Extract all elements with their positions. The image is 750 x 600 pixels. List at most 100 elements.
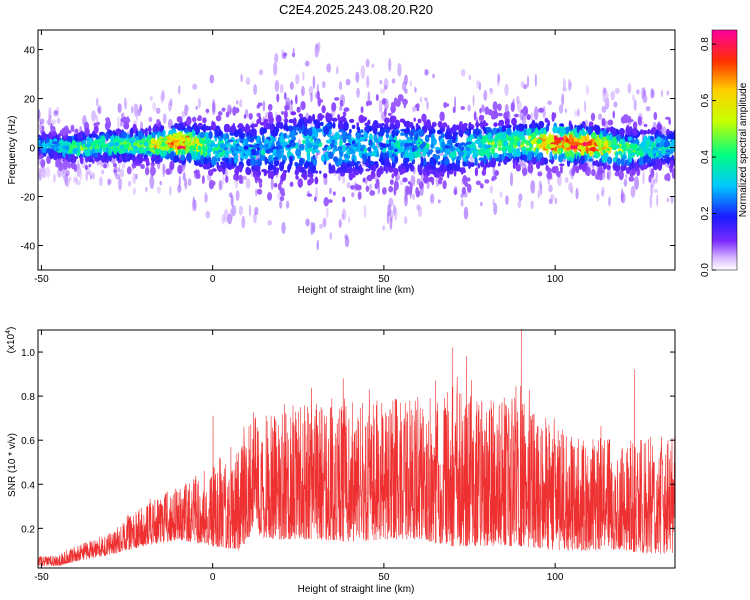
heatmap-cell: [317, 42, 321, 52]
heatmap-cell: [162, 113, 167, 124]
heatmap-cell: [658, 131, 662, 135]
heatmap-cell: [635, 149, 642, 153]
heatmap-cell: [526, 128, 532, 135]
heatmap-cell: [553, 112, 557, 119]
heatmap-cell: [639, 130, 643, 135]
heatmap-cell: [235, 190, 240, 201]
heatmap-cell: [470, 147, 476, 151]
heatmap-cell: [628, 176, 635, 182]
heatmap-cell: [411, 147, 416, 152]
heatmap-cell: [391, 173, 395, 179]
heatmap-cell: [217, 167, 224, 172]
heatmap-cell: [173, 155, 180, 163]
heatmap-cell: [429, 193, 435, 204]
heatmap-cell: [192, 83, 198, 90]
heatmap-cell: [489, 88, 494, 96]
heatmap-cell: [481, 169, 487, 176]
heatmap-cell: [59, 140, 66, 146]
heatmap-cell: [323, 196, 330, 207]
heatmap-cell: [160, 145, 166, 151]
colorbar-tick-label: 0.6: [700, 93, 711, 107]
heatmap-cell: [51, 119, 56, 125]
heatmap-cell: [620, 116, 626, 124]
heatmap-cell: [655, 136, 662, 144]
heatmap-cell: [491, 127, 498, 135]
heatmap-cell: [254, 174, 260, 181]
heatmap-cell: [493, 202, 498, 215]
heatmap-cell: [339, 99, 344, 108]
heatmap-cell: [366, 174, 373, 182]
heatmap-cell: [123, 121, 130, 130]
heatmap-cell: [515, 124, 519, 131]
heatmap-cell: [623, 178, 628, 187]
heatmap-cell: [418, 181, 424, 190]
heatmap-cell: [248, 113, 253, 120]
heatmap-cell: [120, 117, 124, 123]
heatmap-cell: [262, 100, 266, 112]
heatmap-cell: [454, 164, 461, 172]
heatmap-cell: [464, 181, 469, 187]
heatmap-cell: [171, 148, 175, 152]
heatmap-cell: [606, 148, 610, 152]
heatmap-cell: [426, 100, 429, 110]
heatmap-cell: [384, 157, 389, 167]
heatmap-cell: [225, 175, 229, 183]
heatmap-cell: [512, 130, 519, 135]
heatmap-cell: [607, 156, 613, 165]
heatmap-cell: [549, 144, 556, 149]
heatmap-cell: [312, 164, 317, 172]
heatmap-cell: [620, 165, 627, 171]
heatmap-cell: [135, 110, 139, 122]
heatmap-cell: [245, 137, 249, 144]
heatmap-cell: [615, 151, 619, 159]
heatmap-cell: [366, 152, 372, 157]
heatmap-cell: [38, 155, 41, 160]
heatmap-cell: [417, 118, 422, 124]
heatmap-cell: [426, 119, 431, 128]
y-tick-label: 40: [24, 46, 36, 57]
heatmap-cell: [305, 218, 310, 227]
heatmap-cell: [273, 156, 279, 162]
heatmap-cell: [51, 131, 57, 137]
heatmap-cell: [197, 151, 201, 161]
heatmap-cell: [606, 135, 611, 142]
heatmap-cell: [119, 144, 124, 150]
heatmap-cell: [250, 129, 253, 136]
heatmap-cell: [212, 121, 217, 132]
heatmap-cell: [478, 157, 485, 161]
heatmap-cell: [505, 195, 509, 206]
heatmap-cell: [230, 194, 234, 207]
heatmap-cell: [332, 121, 336, 129]
heatmap-cell: [252, 169, 256, 178]
heatmap-cell: [388, 197, 394, 207]
heatmap-cell: [70, 161, 76, 170]
heatmap-cell: [434, 146, 441, 151]
heatmap-cell: [356, 87, 360, 98]
heatmap-cell: [229, 208, 234, 221]
heatmap-cell: [467, 104, 471, 112]
heatmap-cell: [201, 152, 206, 157]
heatmap-cell: [239, 99, 243, 108]
heatmap-cell: [262, 127, 268, 134]
heatmap-cell: [99, 176, 103, 187]
y-tick-label: 0: [29, 144, 35, 155]
heatmap-cell: [382, 187, 387, 195]
heatmap-cell: [356, 160, 361, 165]
heatmap-cell: [469, 133, 473, 142]
heatmap-cell: [501, 131, 507, 141]
heatmap-cell: [90, 174, 93, 180]
heatmap-cell: [615, 134, 621, 141]
heatmap-cell: [668, 149, 674, 155]
heatmap-cell: [650, 172, 654, 177]
heatmap-cell: [127, 180, 132, 187]
heatmap-cell: [70, 124, 75, 132]
heatmap-cell: [618, 127, 625, 136]
heatmap-cell: [315, 43, 319, 50]
heatmap-cell: [244, 150, 251, 156]
heatmap-cell: [483, 154, 487, 165]
heatmap-cell: [570, 187, 574, 195]
heatmap-cell: [460, 129, 463, 138]
heatmap-cell: [522, 146, 527, 151]
heatmap-cell: [218, 151, 224, 158]
heatmap-cell: [285, 125, 289, 132]
